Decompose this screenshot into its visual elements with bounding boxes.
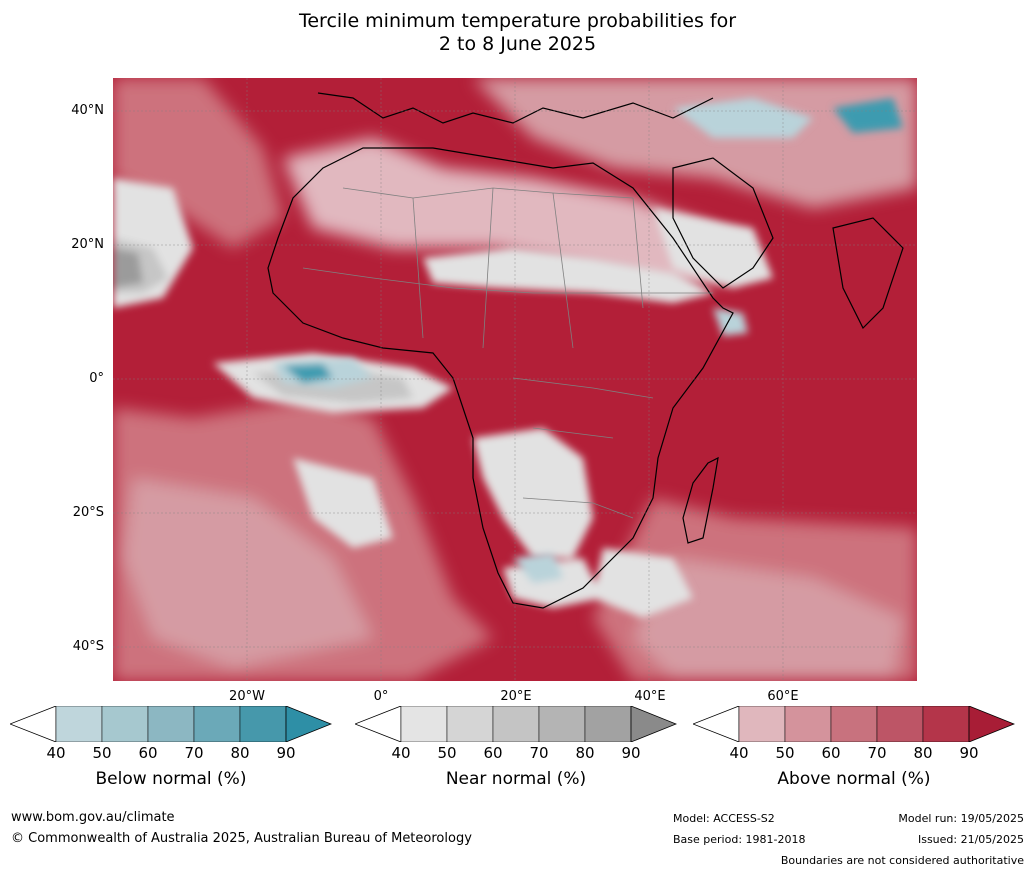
colorbar-above-swatch-5: [968, 706, 1015, 742]
tick-label: 80: [913, 744, 933, 762]
website-link[interactable]: www.bom.gov.au/climate: [11, 810, 175, 825]
base-period-text: Base period: 1981-2018: [673, 833, 806, 846]
india-coastline: [832, 217, 904, 330]
tick-label: 70: [529, 744, 549, 762]
colorbar-near-swatch-1: [446, 706, 494, 742]
tick-label: 90: [959, 744, 979, 762]
colorbar-near-normal: [355, 706, 677, 742]
tick-label: 60: [821, 744, 841, 762]
tick-label: 50: [92, 744, 112, 762]
colorbar-below-swatch-2: [147, 706, 195, 742]
europe-coastline: [317, 92, 714, 124]
colorbar-above-swatch-4: [922, 706, 970, 742]
colorbar-above-normal: [693, 706, 1015, 742]
tick-label: 70: [184, 744, 204, 762]
tick-label: 60: [483, 744, 503, 762]
africa-coastline: [267, 147, 734, 609]
tick-label: 90: [621, 744, 641, 762]
colorbar-below-normal: [10, 706, 332, 742]
map-canvas: [113, 78, 917, 681]
tick-label: 70: [867, 744, 887, 762]
colorbar-below-swatch-0: [55, 706, 103, 742]
colorbar-below-swatch-3: [193, 706, 241, 742]
lat-label-40s: 40°S: [72, 639, 104, 654]
probability-map: [113, 78, 917, 681]
colorbar-above-title: Above normal (%): [777, 769, 931, 789]
colorbar-near-title: Near normal (%): [445, 769, 587, 789]
disclaimer-text: Boundaries are not considered authoritat…: [780, 854, 1024, 867]
lon-label-20w: 20°W: [229, 689, 265, 704]
colorbar-above-swatch-2: [830, 706, 878, 742]
lat-label-20n: 20°N: [71, 237, 104, 252]
tick-label: 80: [230, 744, 250, 762]
issued-text: Issued: 21/05/2025: [917, 833, 1024, 846]
copyright-text: © Commonwealth of Australia 2025, Austra…: [11, 831, 472, 846]
tick-label: 40: [391, 744, 411, 762]
madagascar-coastline: [682, 456, 719, 544]
map-title: Tercile minimum temperature probabilitie…: [0, 10, 1035, 56]
colorbar-below-swatch-5: [285, 706, 332, 742]
tick-label: 60: [138, 744, 158, 762]
title-line-2: 2 to 8 June 2025: [438, 33, 597, 55]
colorbar-below-swatch-4: [239, 706, 287, 742]
lat-label-20s: 20°S: [72, 505, 104, 520]
above-normal-mid-areas: [113, 78, 917, 681]
arabia-coastline: [672, 157, 774, 289]
graticule: [113, 78, 917, 681]
tick-label: 50: [437, 744, 457, 762]
colorbar-above-swatch-3: [876, 706, 924, 742]
title-line-1: Tercile minimum temperature probabilitie…: [298, 10, 737, 32]
lat-label-0: 0°: [89, 371, 104, 386]
tick-label: 80: [575, 744, 595, 762]
below-normal-areas: [273, 98, 903, 583]
near-normal-areas: [113, 178, 773, 618]
colorbar-near-swatch-4: [584, 706, 632, 742]
model-run-text: Model run: 19/05/2025: [898, 812, 1024, 825]
lon-label-20e: 20°E: [500, 689, 532, 704]
colorbar-near-swatch-2: [492, 706, 540, 742]
colorbar-near-swatch-0: [400, 706, 448, 742]
colorbar-below-title: Below normal (%): [95, 769, 247, 789]
lon-label-0: 0°: [373, 689, 389, 704]
lon-label-60e: 60°E: [767, 689, 799, 704]
tick-label: 40: [729, 744, 749, 762]
model-text: Model: ACCESS-S2: [673, 812, 775, 825]
tick-label: 50: [775, 744, 795, 762]
country-borders: [302, 187, 713, 519]
tick-label: 40: [46, 744, 66, 762]
lat-label-40n: 40°N: [71, 103, 104, 118]
tick-label: 90: [276, 744, 296, 762]
lon-label-40e: 40°E: [634, 689, 666, 704]
colorbar-near-swatch-3: [538, 706, 586, 742]
colorbar-near-swatch-5: [630, 706, 677, 742]
colorbar-above-swatch-0: [738, 706, 786, 742]
colorbar-above-swatch-1: [784, 706, 832, 742]
colorbar-below-swatch-1: [101, 706, 149, 742]
